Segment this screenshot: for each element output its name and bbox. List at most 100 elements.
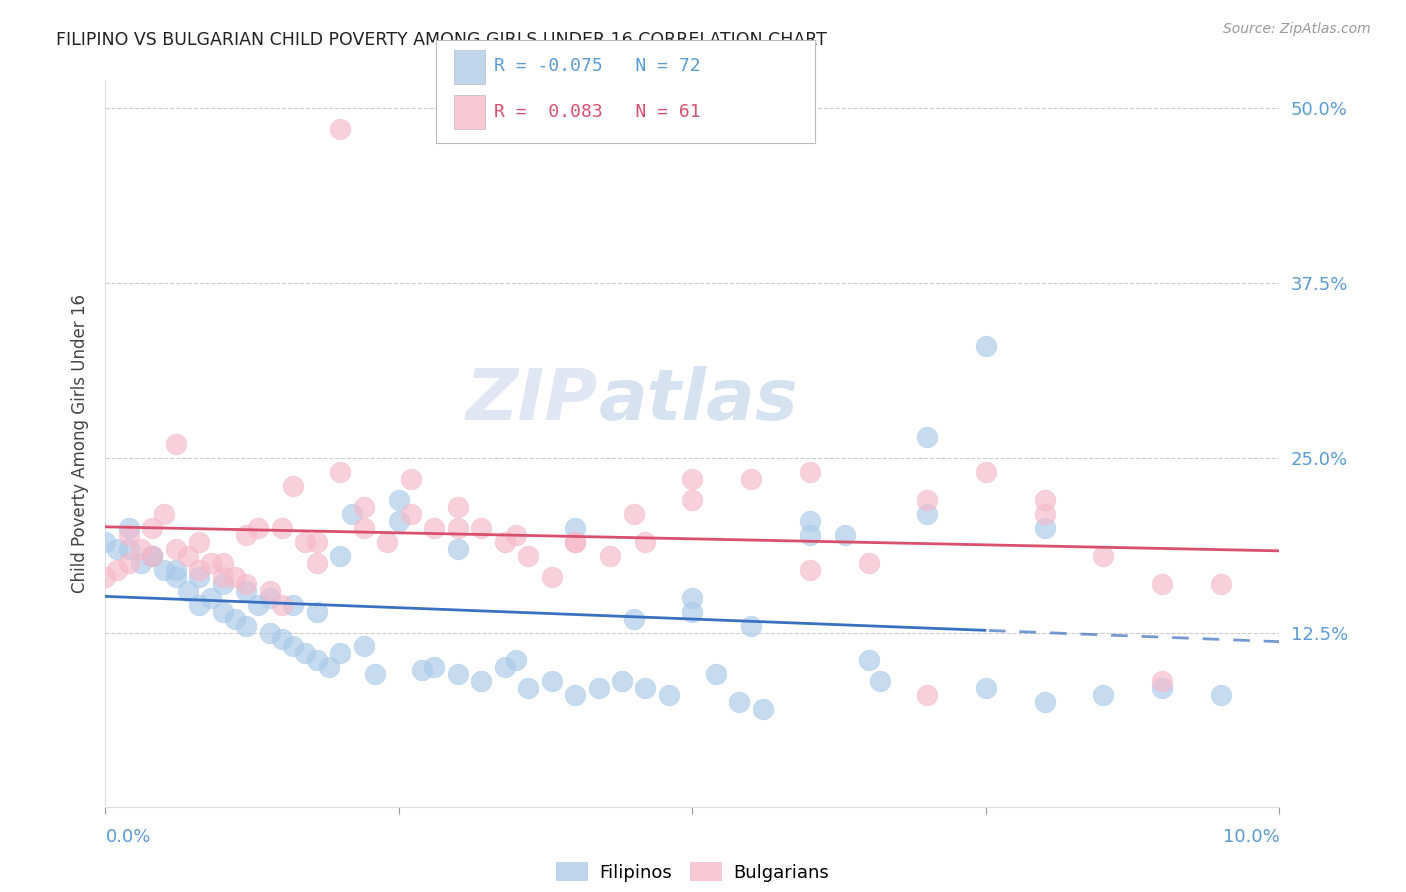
Point [129,541,152,556]
Point [917,689,939,703]
Point [752,702,775,716]
Text: atlas: atlas [599,366,799,434]
Point [211,605,233,619]
Point [200,556,222,570]
Point [658,689,681,703]
Legend: Filipinos, Bulgarians: Filipinos, Bulgarians [555,863,830,882]
Point [247,598,270,612]
Point [917,507,939,521]
Point [364,667,387,681]
Point [188,569,211,583]
Point [153,507,176,521]
Point [165,569,187,583]
Point [118,527,141,541]
Point [329,549,352,563]
Point [564,534,586,549]
Point [634,534,657,549]
Point [375,534,398,549]
Point [682,472,704,486]
Point [682,605,704,619]
Point [540,569,562,583]
Point [446,521,468,535]
Point [1033,695,1056,709]
Point [283,479,305,493]
Point [470,674,492,689]
Point [517,681,540,696]
Point [917,492,939,507]
Text: 0.0%: 0.0% [105,828,150,846]
Point [353,640,375,654]
Point [188,534,211,549]
Point [399,507,422,521]
Point [1033,492,1056,507]
Text: 10.0%: 10.0% [1223,828,1279,846]
Point [610,674,633,689]
Point [740,472,762,486]
Point [224,569,246,583]
Text: R =  0.083   N = 61: R = 0.083 N = 61 [494,103,700,121]
Point [446,541,468,556]
Point [974,681,997,696]
Point [1150,681,1173,696]
Point [224,611,246,625]
Point [869,674,891,689]
Point [974,339,997,353]
Point [94,569,117,583]
Point [564,689,586,703]
Point [235,618,257,632]
Point [858,653,880,667]
Point [141,549,163,563]
Point [294,647,316,661]
Point [105,541,128,556]
Point [917,430,939,444]
Point [1150,674,1173,689]
Point [799,563,821,577]
Text: FILIPINO VS BULGARIAN CHILD POVERTY AMONG GIRLS UNDER 16 CORRELATION CHART: FILIPINO VS BULGARIAN CHILD POVERTY AMON… [56,31,827,49]
Point [728,695,751,709]
Point [200,591,222,605]
Point [1209,576,1232,591]
Point [188,563,211,577]
Point [270,632,292,647]
Point [165,437,187,451]
Point [1033,507,1056,521]
Text: ZIP: ZIP [467,366,599,434]
Point [176,583,198,598]
Point [329,465,352,479]
Point [599,549,621,563]
Point [446,500,468,514]
Point [94,534,117,549]
Point [494,534,516,549]
Point [141,549,163,563]
Point [682,492,704,507]
Point [259,625,281,640]
Point [423,660,446,674]
Text: Source: ZipAtlas.com: Source: ZipAtlas.com [1223,22,1371,37]
Point [141,521,163,535]
Point [470,521,492,535]
Point [399,472,422,486]
Point [388,492,411,507]
Point [974,465,997,479]
Point [235,583,257,598]
Point [740,618,762,632]
Point [305,653,328,667]
Point [564,521,586,535]
Point [211,569,233,583]
Point [118,521,141,535]
Point [564,534,586,549]
Point [446,667,468,681]
Y-axis label: Child Poverty Among Girls Under 16: Child Poverty Among Girls Under 16 [70,294,89,593]
Point [623,611,645,625]
Point [270,521,292,535]
Point [211,576,233,591]
Point [305,605,328,619]
Point [329,122,352,136]
Point [423,521,446,535]
Point [799,527,821,541]
Point [588,681,610,696]
Point [305,556,328,570]
Point [118,556,141,570]
Point [259,591,281,605]
Point [799,465,821,479]
